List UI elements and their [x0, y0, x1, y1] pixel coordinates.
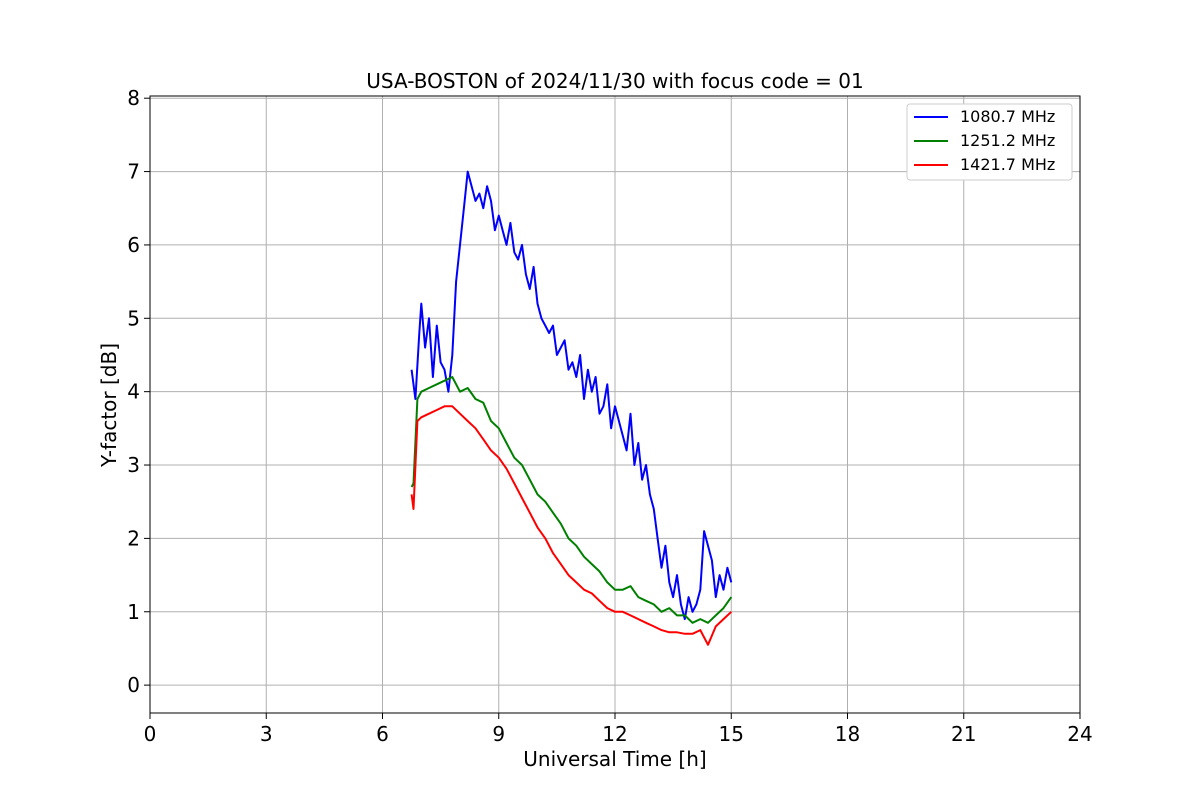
- x-tick-label: 3: [260, 722, 273, 746]
- series-line-0: [410, 170, 733, 621]
- y-tick-label: 4: [127, 380, 140, 404]
- y-tick-label: 8: [127, 86, 140, 110]
- x-tick-label: 15: [719, 722, 744, 746]
- legend-box: [906, 103, 1073, 181]
- y-tick-label: 7: [127, 160, 140, 184]
- x-axis-label: Universal Time [h]: [523, 747, 706, 771]
- y-tick-label: 3: [127, 453, 140, 477]
- legend-label-1251: 1251.2 MHz: [960, 131, 1055, 150]
- y-tick-label: 1: [127, 600, 140, 624]
- legend-label-1421: 1421.7 MHz: [960, 155, 1055, 174]
- y-tick-label: 0: [127, 673, 140, 697]
- x-tick-label: 21: [951, 722, 976, 746]
- series-group: [410, 170, 733, 646]
- x-tick-label: 0: [144, 722, 157, 746]
- y-axis-label: Y-factor [dB]: [97, 343, 121, 468]
- series-line-2: [410, 405, 732, 646]
- legend-label-1080: 1080.7 MHz: [960, 107, 1055, 126]
- legend: 1080.7 MHz 1251.2 MHz 1421.7 MHz: [906, 103, 1073, 181]
- series-line-1: [410, 376, 733, 624]
- x-tick-label: 9: [492, 722, 505, 746]
- y-tick-label: 6: [127, 233, 140, 257]
- y-tick-label: 5: [127, 306, 140, 330]
- y-tick-label: 2: [127, 526, 140, 550]
- x-tick-label: 12: [602, 722, 627, 746]
- x-tick-label: 24: [1067, 722, 1092, 746]
- chart-title: USA-BOSTON of 2024/11/30 with focus code…: [366, 69, 863, 93]
- x-tick-label: 6: [376, 722, 389, 746]
- x-tick-label: 18: [835, 722, 860, 746]
